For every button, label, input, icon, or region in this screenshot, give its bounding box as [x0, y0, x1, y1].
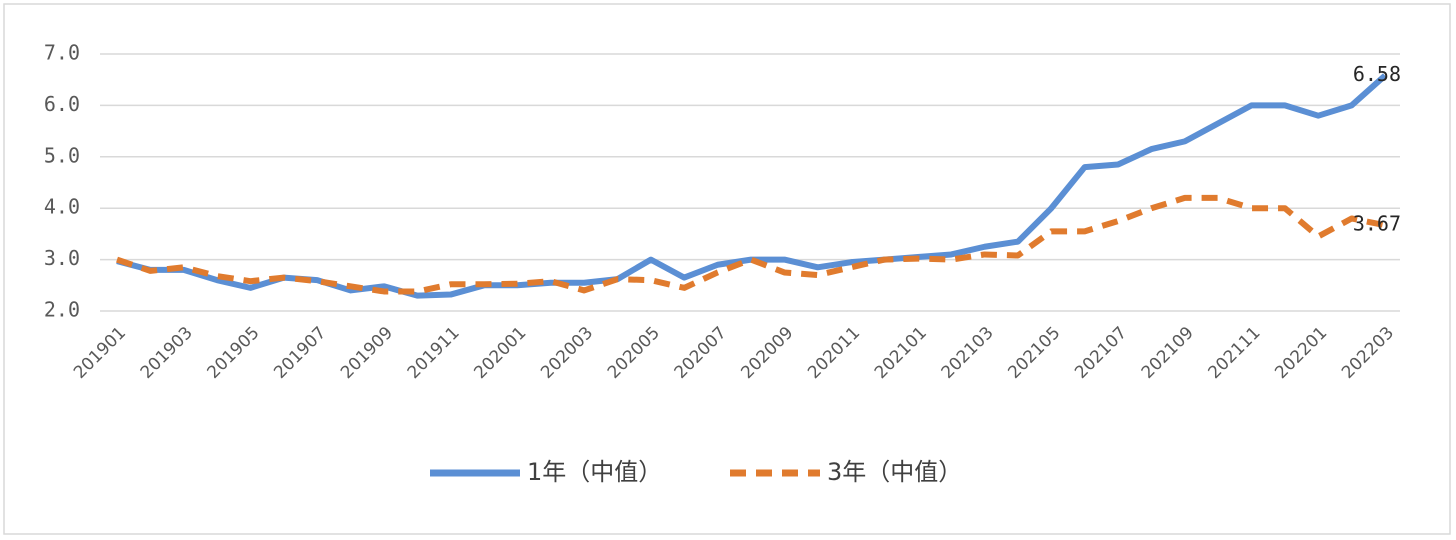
y-tick-label: 3.0: [44, 246, 80, 270]
legend-label: 3年（中值）: [827, 458, 962, 486]
y-tick-label: 6.0: [44, 92, 80, 116]
y-tick-label: 2.0: [44, 298, 80, 322]
chart-border: [3, 3, 1451, 535]
legend-label: 1年（中值）: [527, 458, 662, 486]
y-tick-label: 5.0: [44, 143, 80, 167]
y-tick-label: 7.0: [44, 41, 80, 65]
series-line: [116, 194, 1386, 295]
y-tick-label: 4.0: [44, 195, 80, 219]
data-label: 6.58: [1353, 62, 1401, 86]
data-label: 3.67: [1353, 212, 1401, 236]
